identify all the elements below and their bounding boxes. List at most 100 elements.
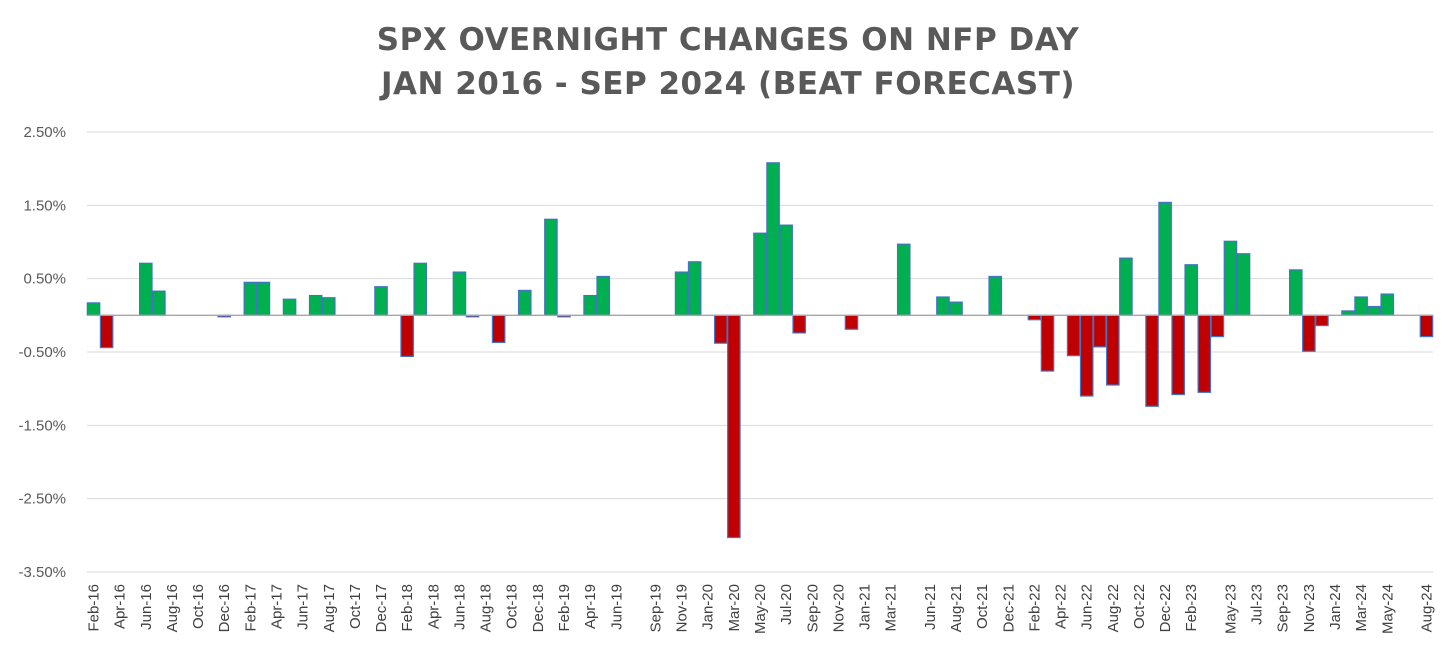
bar-mar-23 (1197, 314, 1212, 393)
bar-dec-23 (1315, 314, 1329, 327)
x-tick-label: Nov-23 (1301, 584, 1318, 632)
x-tick-label: Jun-19 (608, 584, 625, 630)
y-tick-label: -2.50% (18, 491, 66, 508)
x-tick-label: Mar-24 (1353, 584, 1370, 632)
bar-jan-23 (1171, 314, 1185, 396)
x-tick-label: Jan-20 (700, 584, 717, 630)
bar-feb-23 (1184, 264, 1199, 316)
x-tick-label: Sep-20 (804, 584, 821, 632)
bar-jun-23 (1236, 253, 1251, 316)
bar-dec-17 (374, 286, 388, 316)
x-tick-label: Aug-24 (1418, 584, 1435, 632)
bar-nov-18 (517, 289, 532, 316)
bar-aug-17 (321, 297, 336, 316)
bar-jan-19 (544, 218, 558, 316)
x-tick-label: Jun-22 (1079, 584, 1096, 630)
bar-feb-18 (400, 314, 414, 357)
x-tick-label: Feb-18 (399, 584, 416, 632)
x-tick-label: Feb-23 (1183, 584, 1200, 632)
bar-jun-22 (1079, 314, 1094, 397)
bar-may-22 (1066, 314, 1081, 357)
y-tick-label: 0.50% (23, 271, 66, 288)
x-tick-label: Nov-19 (674, 584, 691, 632)
x-tick-label: Apr-19 (582, 584, 599, 629)
bar-oct-23 (1288, 269, 1303, 316)
bar-aug-24 (1419, 314, 1434, 338)
x-tick-label: Aug-18 (478, 584, 495, 632)
x-tick-label: May-24 (1379, 584, 1396, 634)
bar-mar-16 (99, 314, 114, 349)
bar-may-20 (753, 232, 767, 316)
bar-may-23 (1223, 240, 1238, 316)
bar-sep-18 (491, 314, 506, 344)
x-tick-label: Jan-21 (857, 584, 874, 630)
bar-apr-21 (896, 243, 911, 316)
x-tick-label: Jun-18 (451, 584, 468, 630)
y-tick-label: -1.50% (18, 417, 66, 434)
x-tick-label: Apr-16 (112, 584, 129, 629)
x-tick-label: Feb-19 (556, 584, 573, 632)
y-tick-label: 2.50% (23, 124, 66, 141)
bar-dec-20 (844, 314, 859, 330)
x-tick-label: Aug-21 (948, 584, 965, 632)
x-tick-label: Jun-16 (138, 584, 155, 630)
y-tick-label: 1.50% (23, 197, 66, 214)
bar-nov-19 (674, 271, 689, 316)
bar-jul-17 (308, 294, 323, 316)
x-tick-label: Sep-23 (1275, 584, 1292, 632)
x-tick-label: Oct-22 (1131, 584, 1148, 629)
x-tick-label: Sep-19 (647, 584, 664, 632)
bar-may-24 (1380, 293, 1395, 316)
x-tick-label: Mar-21 (883, 584, 900, 632)
bar-jul-22 (1092, 314, 1107, 348)
x-tick-label: Feb-16 (86, 584, 103, 632)
bar-feb-17 (243, 281, 258, 316)
chart-title-line-2: JAN 2016 - SEP 2024 (BEAT FORECAST) (380, 66, 1076, 102)
bar-jul-20 (779, 224, 793, 316)
x-tick-label: Apr-17 (268, 584, 285, 629)
x-tick-label: Aug-17 (321, 584, 338, 632)
x-tick-label: Jul-20 (778, 584, 795, 625)
bar-mar-20 (727, 314, 741, 539)
bar-mar-24 (1354, 296, 1368, 316)
x-tick-label: Dec-16 (216, 584, 233, 632)
bar-apr-23 (1210, 314, 1225, 338)
bar-aug-22 (1106, 314, 1120, 386)
x-tick-label: Nov-20 (830, 584, 847, 632)
chart-title-line-1: SPX OVERNIGHT CHANGES ON NFP DAY (376, 22, 1080, 58)
bar-nov-21 (988, 275, 1003, 316)
x-tick-label: Dec-17 (373, 584, 390, 632)
bar-apr-24 (1367, 305, 1381, 316)
bar-jun-16 (139, 262, 153, 316)
y-tick-label: -0.50% (18, 344, 66, 361)
bar-jun-20 (766, 162, 780, 316)
x-tick-label: Jan-24 (1327, 584, 1344, 630)
bar-may-19 (596, 275, 610, 316)
bar-feb-22 (1027, 314, 1042, 321)
x-tick-label: May-23 (1222, 584, 1239, 634)
x-tick-label: Oct-16 (190, 584, 207, 629)
bar-dec-19 (687, 261, 702, 316)
x-tick-label: Mar-20 (726, 584, 743, 632)
bar-apr-19 (583, 294, 597, 316)
x-tick-label: Dec-21 (1000, 584, 1017, 632)
bar-feb-24 (1341, 310, 1355, 316)
x-tick-label: Oct-21 (974, 584, 991, 629)
bar-nov-22 (1145, 314, 1159, 407)
bar-mar-17 (256, 281, 271, 316)
y-tick-label: -3.50% (18, 564, 66, 581)
x-tick-label: Dec-18 (530, 584, 547, 632)
bar-may-17 (282, 298, 297, 316)
x-tick-label: May-20 (752, 584, 769, 634)
bar-mar-18 (413, 262, 428, 316)
x-tick-label: Apr-22 (1053, 584, 1070, 629)
x-tick-label: Oct-17 (347, 584, 364, 629)
bar-sep-22 (1119, 257, 1133, 316)
x-tick-label: Dec-22 (1157, 584, 1174, 632)
bar-feb-20 (713, 314, 728, 344)
x-tick-label: Aug-16 (164, 584, 181, 632)
x-tick-label: Feb-22 (1026, 584, 1043, 632)
bar-aug-20 (792, 314, 807, 334)
